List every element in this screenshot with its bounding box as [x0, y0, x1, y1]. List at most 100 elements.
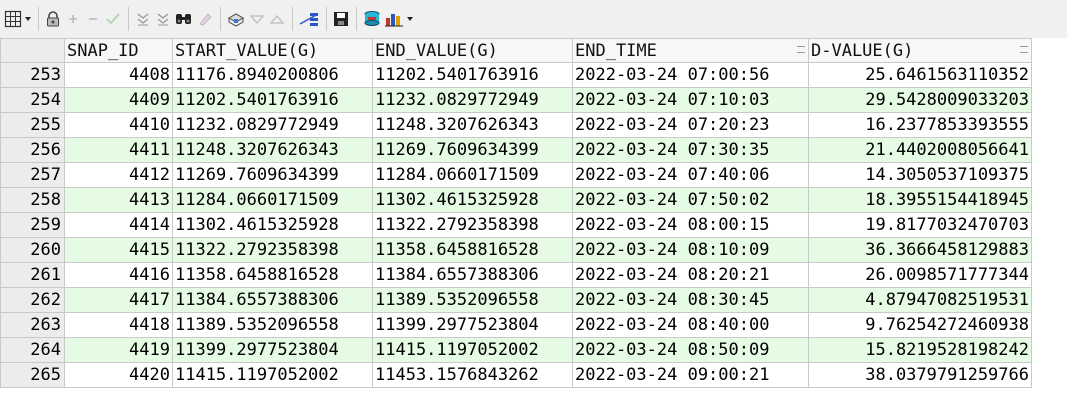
row-number-cell[interactable]: 257 [0, 162, 65, 188]
column-resize-icon[interactable] [1020, 44, 1028, 56]
end-value-cell[interactable]: 11232.0829772949 [372, 87, 573, 113]
end-value-cell[interactable]: 11358.6458816528 [372, 237, 573, 263]
table-row[interactable]: 265 4420 11415.1197052002 11453.1576843262 2… [0, 362, 1032, 388]
end-time-cell[interactable]: 2022-03-24 07:50:02 [572, 187, 809, 213]
column-header-start-value[interactable]: START_VALUE(G) [172, 38, 373, 63]
start-value-cell[interactable]: 11415.1197052002 [172, 362, 373, 388]
start-value-cell[interactable]: 11269.7609634399 [172, 162, 373, 188]
snap-id-cell[interactable]: 4415 [64, 237, 173, 263]
table-row[interactable]: 263 4418 11389.5352096558 11399.2977523804 2… [0, 312, 1032, 338]
d-value-cell[interactable]: 4.87947082519531 [808, 287, 1032, 313]
end-value-cell[interactable]: 11322.2792358398 [372, 212, 573, 238]
snap-id-cell[interactable]: 4416 [64, 262, 173, 288]
d-value-cell[interactable]: 38.0379791259766 [808, 362, 1032, 388]
delete-record-icon[interactable] [84, 6, 102, 32]
table-row[interactable]: 259 4414 11302.4615325928 11322.2792358398 2… [0, 212, 1032, 238]
end-time-cell[interactable]: 2022-03-24 08:40:00 [572, 312, 809, 338]
end-value-cell[interactable]: 11415.1197052002 [372, 337, 573, 363]
lock-icon[interactable] [44, 6, 62, 32]
post-changes-icon[interactable] [104, 6, 122, 32]
table-row[interactable]: 261 4416 11358.6458816528 11384.6557388306 2… [0, 262, 1032, 288]
row-number-cell[interactable]: 256 [0, 137, 65, 163]
end-value-cell[interactable]: 11453.1576843262 [372, 362, 573, 388]
end-time-cell[interactable]: 2022-03-24 08:30:45 [572, 287, 809, 313]
start-value-cell[interactable]: 11232.0829772949 [172, 112, 373, 138]
end-time-cell[interactable]: 2022-03-24 08:00:15 [572, 212, 809, 238]
row-number-cell[interactable]: 253 [0, 62, 65, 88]
table-row[interactable]: 260 4415 11322.2792358398 11358.6458816528 2… [0, 237, 1032, 263]
d-value-cell[interactable]: 26.0098571777344 [808, 262, 1032, 288]
grid-view-icon[interactable] [4, 6, 22, 32]
print-icon[interactable] [226, 6, 246, 32]
sort-desc-icon[interactable] [248, 6, 266, 32]
d-value-cell[interactable]: 16.2377853393555 [808, 112, 1032, 138]
end-value-cell[interactable]: 11248.3207626343 [372, 112, 573, 138]
snap-id-cell[interactable]: 4418 [64, 312, 173, 338]
end-time-cell[interactable]: 2022-03-24 07:40:06 [572, 162, 809, 188]
snap-id-cell[interactable]: 4410 [64, 112, 173, 138]
end-time-cell[interactable]: 2022-03-24 07:10:03 [572, 87, 809, 113]
column-header-snap-id[interactable]: SNAP_ID [64, 38, 173, 63]
d-value-cell[interactable]: 15.8219528198242 [808, 337, 1032, 363]
end-time-cell[interactable]: 2022-03-24 07:00:56 [572, 62, 809, 88]
row-header-corner[interactable] [0, 38, 65, 63]
end-time-cell[interactable]: 2022-03-24 08:20:21 [572, 262, 809, 288]
row-number-cell[interactable]: 259 [0, 212, 65, 238]
d-value-cell[interactable]: 21.4402008056641 [808, 137, 1032, 163]
start-value-cell[interactable]: 11202.5401763916 [172, 87, 373, 113]
row-number-cell[interactable]: 255 [0, 112, 65, 138]
start-value-cell[interactable]: 11302.4615325928 [172, 212, 373, 238]
dropdown-icon[interactable] [24, 6, 32, 32]
column-header-d-value[interactable]: D-VALUE(G) [808, 38, 1032, 63]
snap-id-cell[interactable]: 4414 [64, 212, 173, 238]
snap-id-cell[interactable]: 4411 [64, 137, 173, 163]
start-value-cell[interactable]: 11399.2977523804 [172, 337, 373, 363]
end-time-cell[interactable]: 2022-03-24 07:30:35 [572, 137, 809, 163]
filter-icon[interactable] [134, 6, 152, 32]
d-value-cell[interactable]: 25.6461563110352 [808, 62, 1032, 88]
end-value-cell[interactable]: 11399.2977523804 [372, 312, 573, 338]
row-number-cell[interactable]: 264 [0, 337, 65, 363]
d-value-cell[interactable]: 29.5428009033203 [808, 87, 1032, 113]
clear-icon[interactable] [196, 6, 214, 32]
add-record-icon[interactable] [64, 6, 82, 32]
start-value-cell[interactable]: 11389.5352096558 [172, 312, 373, 338]
d-value-cell[interactable]: 36.3666458129883 [808, 237, 1032, 263]
snap-id-cell[interactable]: 4420 [64, 362, 173, 388]
clear-filter-icon[interactable] [154, 6, 172, 32]
d-value-cell[interactable]: 14.3050537109375 [808, 162, 1032, 188]
column-header-end-time[interactable]: END_TIME [572, 38, 809, 63]
end-value-cell[interactable]: 11384.6557388306 [372, 262, 573, 288]
row-number-cell[interactable]: 254 [0, 87, 65, 113]
table-row[interactable]: 254 4409 11202.5401763916 11232.0829772949 2… [0, 87, 1032, 113]
end-value-cell[interactable]: 11202.5401763916 [372, 62, 573, 88]
row-number-cell[interactable]: 263 [0, 312, 65, 338]
start-value-cell[interactable]: 11322.2792358398 [172, 237, 373, 263]
end-time-cell[interactable]: 2022-03-24 07:20:23 [572, 112, 809, 138]
end-time-cell[interactable]: 2022-03-24 08:50:09 [572, 337, 809, 363]
d-value-cell[interactable]: 19.8177032470703 [808, 212, 1032, 238]
column-header-end-value[interactable]: END_VALUE(G) [372, 38, 573, 63]
end-value-cell[interactable]: 11389.5352096558 [372, 287, 573, 313]
row-number-cell[interactable]: 261 [0, 262, 65, 288]
snap-id-cell[interactable]: 4409 [64, 87, 173, 113]
table-row[interactable]: 258 4413 11284.0660171509 11302.4615325928 2… [0, 187, 1032, 213]
row-number-cell[interactable]: 265 [0, 362, 65, 388]
save-icon[interactable] [332, 6, 350, 32]
table-row[interactable]: 253 4408 11176.8940200806 11202.5401763916 2… [0, 62, 1032, 88]
start-value-cell[interactable]: 11176.8940200806 [172, 62, 373, 88]
end-time-cell[interactable]: 2022-03-24 09:00:21 [572, 362, 809, 388]
chart-dropdown-icon[interactable] [406, 6, 414, 32]
chart-icon[interactable] [384, 6, 404, 32]
start-value-cell[interactable]: 11284.0660171509 [172, 187, 373, 213]
table-row[interactable]: 255 4410 11232.0829772949 11248.3207626343 2… [0, 112, 1032, 138]
table-row[interactable]: 264 4419 11399.2977523804 11415.1197052002 2… [0, 337, 1032, 363]
end-value-cell[interactable]: 11302.4615325928 [372, 187, 573, 213]
start-value-cell[interactable]: 11248.3207626343 [172, 137, 373, 163]
end-value-cell[interactable]: 11284.0660171509 [372, 162, 573, 188]
query-plan-icon[interactable] [298, 6, 320, 32]
d-value-cell[interactable]: 18.3955154418945 [808, 187, 1032, 213]
start-value-cell[interactable]: 11358.6458816528 [172, 262, 373, 288]
end-value-cell[interactable]: 11269.7609634399 [372, 137, 573, 163]
snap-id-cell[interactable]: 4417 [64, 287, 173, 313]
